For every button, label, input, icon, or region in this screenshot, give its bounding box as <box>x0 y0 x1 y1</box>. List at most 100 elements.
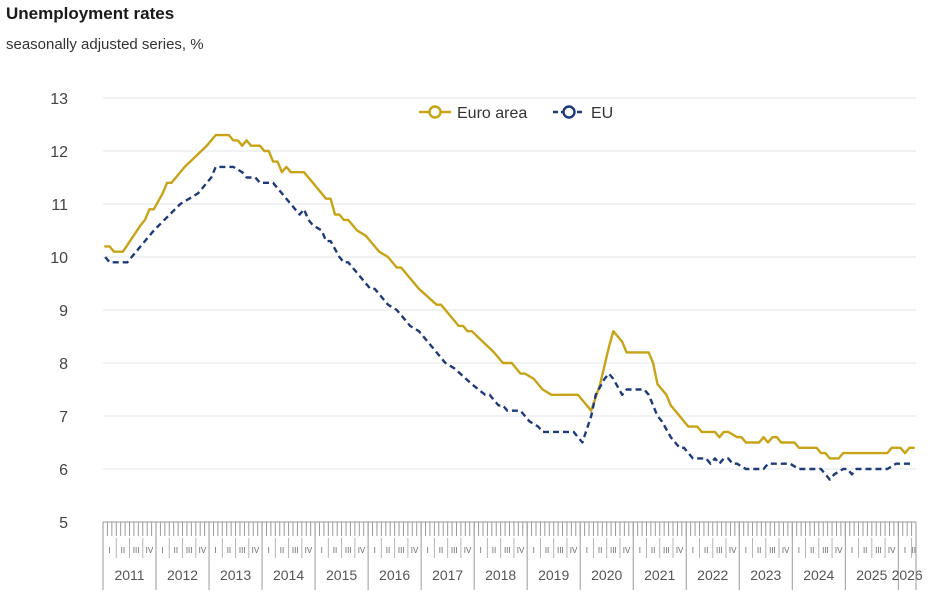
x-tick-label-2023: 2023 <box>750 567 781 583</box>
y-tick-label-11: 11 <box>51 197 68 214</box>
quarter-tick-label: III <box>133 546 140 555</box>
quarter-tick-label: II <box>492 546 496 555</box>
quarter-tick-label: III <box>663 546 670 555</box>
quarter-tick-label: I <box>692 546 694 555</box>
quarter-tick-label: I <box>162 546 164 555</box>
legend-marker <box>562 105 576 119</box>
quarter-tick-label: III <box>716 546 723 555</box>
quarter-tick-label: III <box>504 546 511 555</box>
y-tick-label-5: 5 <box>59 515 68 532</box>
quarter-tick-label: I <box>480 546 482 555</box>
quarter-tick-label: IV <box>305 546 313 555</box>
quarter-tick-label: II <box>651 546 655 555</box>
x-tick-label-2020: 2020 <box>591 567 622 583</box>
quarter-tick-label: II <box>545 546 549 555</box>
x-tick-label-2019: 2019 <box>538 567 569 583</box>
y-tick-label-10: 10 <box>50 250 68 267</box>
quarter-tick-label: IV <box>146 546 154 555</box>
x-tick-label-2017: 2017 <box>432 567 463 583</box>
quarter-tick-label: IV <box>517 546 525 555</box>
y-tick-label-7: 7 <box>59 409 68 426</box>
y-gridlines <box>103 97 916 470</box>
quarter-tick-label: II <box>174 546 178 555</box>
quarter-tick-label: IV <box>835 546 843 555</box>
x-tick-label-2026: 2026 <box>892 567 923 583</box>
quarter-tick-label: II <box>912 546 916 555</box>
series-line-eu <box>104 165 914 481</box>
quarter-tick-label: II <box>704 546 708 555</box>
quarter-tick-label: III <box>345 546 352 555</box>
series-line-euro-area <box>104 133 915 460</box>
quarter-tick-label: II <box>863 546 867 555</box>
quarter-tick-label: I <box>427 546 429 555</box>
x-tick-label-2018: 2018 <box>485 567 516 583</box>
chart-title: Unemployment rates <box>6 4 175 23</box>
quarter-tick-label: I <box>745 546 747 555</box>
quarter-tick-label: III <box>292 546 299 555</box>
quarter-tick-label: IV <box>411 546 419 555</box>
y-tick-label-12: 12 <box>50 144 68 161</box>
series-lines <box>104 133 915 481</box>
x-tick-label-2012: 2012 <box>167 567 198 583</box>
quarter-tick-label: IV <box>676 546 684 555</box>
x-tick-label-2013: 2013 <box>220 567 251 583</box>
x-tick-label-2022: 2022 <box>697 567 728 583</box>
legend-entry-euro-area: Euro area <box>419 105 527 122</box>
quarter-tick-label: IV <box>199 546 207 555</box>
legend-label: EU <box>591 105 613 122</box>
quarter-tick-label: I <box>851 546 853 555</box>
quarter-tick-label: III <box>875 546 882 555</box>
legend: Euro area EU <box>419 105 613 122</box>
quarter-tick-label: IV <box>623 546 631 555</box>
quarter-tick-label: IV <box>464 546 472 555</box>
quarter-tick-label: III <box>769 546 776 555</box>
x-tick-label-2021: 2021 <box>644 567 675 583</box>
quarter-tick-label: IV <box>252 546 260 555</box>
quarter-tick-label: II <box>333 546 337 555</box>
quarter-tick-label: IV <box>888 546 896 555</box>
x-tick-label-2024: 2024 <box>803 567 834 583</box>
quarter-tick-label: IV <box>570 546 578 555</box>
quarter-tick-label: III <box>239 546 246 555</box>
quarter-tick-label: I <box>586 546 588 555</box>
x-tick-label-2015: 2015 <box>326 567 357 583</box>
quarter-tick-label: IV <box>729 546 737 555</box>
x-tick-label-2016: 2016 <box>379 567 410 583</box>
quarter-tick-label: II <box>227 546 231 555</box>
quarter-tick-label: IV <box>782 546 790 555</box>
legend-label: Euro area <box>457 105 527 122</box>
legend-entry-eu: EU <box>553 105 613 122</box>
quarter-tick-label: I <box>798 546 800 555</box>
quarter-tick-label: II <box>121 546 125 555</box>
quarter-tick-label: II <box>598 546 602 555</box>
quarter-tick-label: III <box>557 546 564 555</box>
quarter-tick-label: III <box>451 546 458 555</box>
quarter-tick-label: II <box>810 546 814 555</box>
quarter-tick-label: I <box>533 546 535 555</box>
quarter-tick-label: I <box>374 546 376 555</box>
x-tick-label-2014: 2014 <box>273 567 304 583</box>
x-tick-label-2025: 2025 <box>856 567 887 583</box>
quarter-tick-label: I <box>639 546 641 555</box>
quarter-tick-label: IV <box>358 546 366 555</box>
chart-subtitle: seasonally adjusted series, % <box>6 36 204 53</box>
quarter-tick-label: II <box>386 546 390 555</box>
quarter-tick-label: I <box>268 546 270 555</box>
y-tick-label-8: 8 <box>59 356 68 373</box>
quarter-tick-label: II <box>280 546 284 555</box>
quarter-tick-label: I <box>215 546 217 555</box>
legend-marker <box>428 105 442 119</box>
quarter-tick-label: III <box>186 546 193 555</box>
quarter-tick-label: I <box>904 546 906 555</box>
y-axis: 5 6 7 8 9 10 11 12 13 <box>50 91 68 532</box>
quarter-tick-label: III <box>610 546 617 555</box>
y-tick-label-13: 13 <box>50 91 68 108</box>
quarter-tick-label: III <box>822 546 829 555</box>
quarter-tick-label: II <box>439 546 443 555</box>
quarter-tick-label: II <box>757 546 761 555</box>
y-tick-label-6: 6 <box>59 462 68 479</box>
quarter-tick-label: I <box>321 546 323 555</box>
x-tick-label-2011: 2011 <box>114 567 144 583</box>
